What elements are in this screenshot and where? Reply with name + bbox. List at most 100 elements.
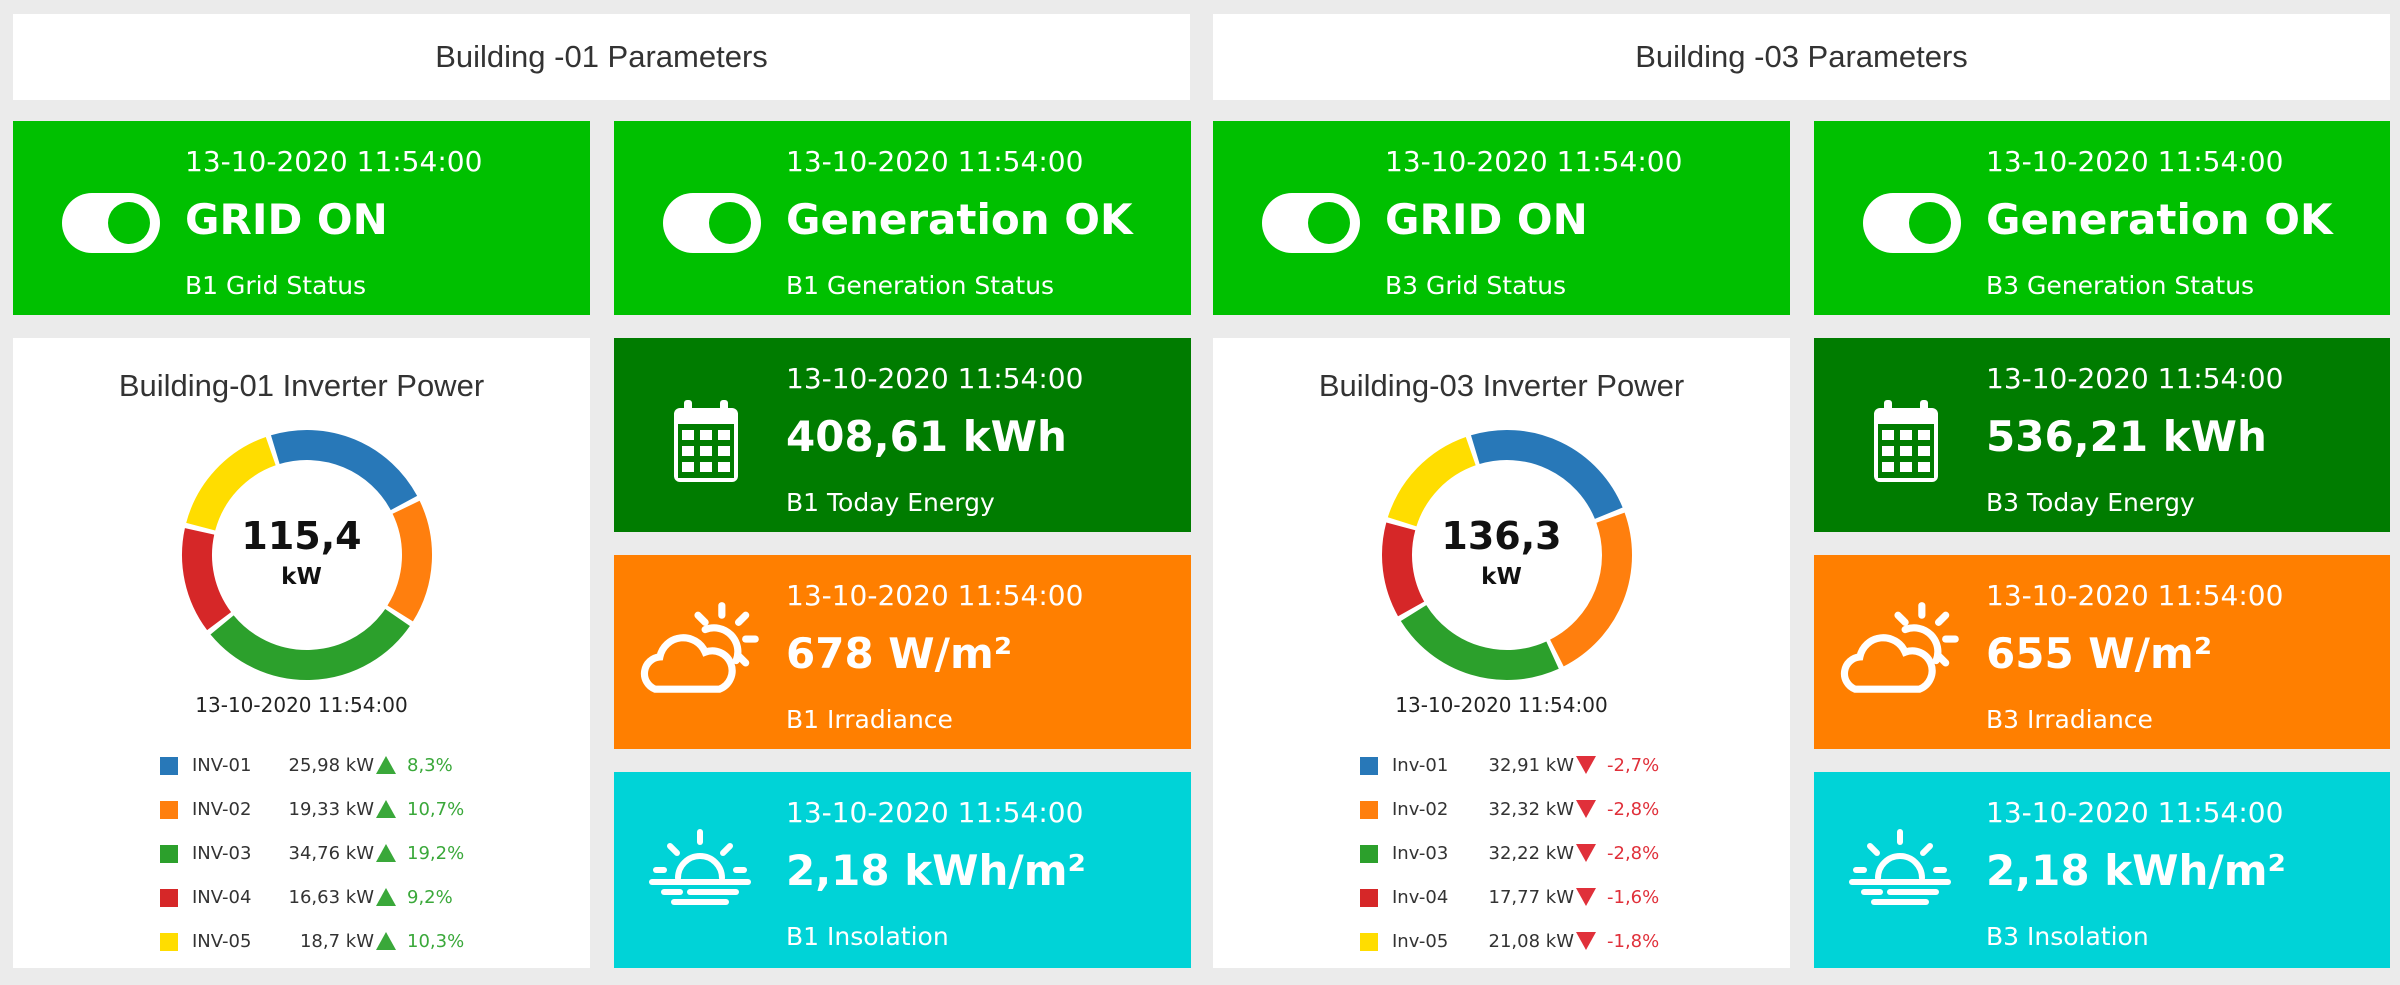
legend-swatch: [1360, 933, 1378, 951]
donut-total-value: 136,3: [1441, 514, 1562, 558]
donut-segment-inv-04[interactable]: [1382, 522, 1425, 617]
b1-inverter-power-panel[interactable]: Building-01 Inverter Power 115,4 kW 13-1…: [13, 338, 590, 968]
inverter-power: 25,98 kW: [288, 755, 374, 776]
donut-segment-inv-02[interactable]: [387, 500, 432, 622]
tile-label: B3 Grid Status: [1385, 271, 1567, 300]
b3-irradiance-tile[interactable]: 13-10-2020 11:54:00 655 W/m² B3 Irradian…: [1814, 555, 2390, 749]
panel-timestamp: 13-10-2020 11:54:00: [195, 693, 408, 717]
b3-today-energy-tile[interactable]: 13-10-2020 11:54:00 536,21 kWh B3 Today …: [1814, 338, 2390, 532]
b3-insolation-tile[interactable]: 13-10-2020 11:54:00 2,18 kWh/m² B3 Insol…: [1814, 772, 2390, 968]
inverter-name: Inv-01: [1392, 755, 1449, 776]
donut-total-value: 115,4: [241, 514, 362, 558]
legend-swatch: [160, 889, 178, 907]
donut-segment-inv-03[interactable]: [1400, 604, 1559, 680]
timestamp: 13-10-2020 11:54:00: [786, 362, 1084, 395]
b3-grid-status-tile[interactable]: 13-10-2020 11:54:00 GRID ON B3 Grid Stat…: [1213, 121, 1790, 315]
inverter-change: 9,2%: [407, 887, 453, 908]
legend-item[interactable]: INV-03 34,76 kW 19,2%: [146, 836, 506, 880]
sunrise-icon: [1849, 829, 1951, 905]
status-value: GRID ON: [1385, 195, 1588, 244]
inverter-change: -2,7%: [1607, 755, 1660, 776]
timestamp: 13-10-2020 11:54:00: [1986, 362, 2284, 395]
calendar-icon: [674, 400, 738, 482]
tile-label: B1 Irradiance: [786, 705, 953, 734]
status-value: GRID ON: [185, 195, 388, 244]
inverter-power: 21,08 kW: [1488, 931, 1574, 952]
toggle-on-icon: [1262, 193, 1360, 253]
tile-label: B3 Generation Status: [1986, 271, 2255, 300]
sun-cloud-icon: [640, 602, 759, 693]
toggle-on-icon: [1863, 193, 1961, 253]
inverter-donut-chart: [182, 430, 432, 680]
energy-value: 408,61 kWh: [786, 412, 1067, 461]
timestamp: 13-10-2020 11:54:00: [786, 579, 1084, 612]
b3-inverter-power-panel[interactable]: Building-03 Inverter Power 136,3 kW 13-1…: [1213, 338, 1790, 968]
b1-irradiance-tile[interactable]: 13-10-2020 11:54:00 678 W/m² B1 Irradian…: [614, 555, 1191, 749]
legend-swatch: [160, 757, 178, 775]
timestamp: 13-10-2020 11:54:00: [185, 145, 483, 178]
inverter-power: 18,7 kW: [299, 931, 374, 952]
legend-swatch: [1360, 801, 1378, 819]
timestamp: 13-10-2020 11:54:00: [786, 145, 1084, 178]
inverter-name: Inv-02: [1392, 799, 1449, 820]
inverter-legend: INV-01 25,98 kW 8,3% INV-02 19,33 kW 10,…: [146, 748, 506, 968]
donut-segment-inv-04[interactable]: [182, 528, 232, 631]
inverter-power: 16,63 kW: [288, 887, 374, 908]
donut-total-unit: kW: [1481, 564, 1522, 590]
arrow-up-icon: [376, 844, 396, 862]
toggle-on-icon: [62, 193, 160, 253]
timestamp: 13-10-2020 11:54:00: [1385, 145, 1683, 178]
b3-generation-status-tile[interactable]: 13-10-2020 11:54:00 Generation OK B3 Gen…: [1814, 121, 2390, 315]
b1-today-energy-tile[interactable]: 13-10-2020 11:54:00 408,61 kWh B1 Today …: [614, 338, 1191, 532]
inverter-change: -1,8%: [1607, 931, 1660, 952]
sun-cloud-icon: [1840, 602, 1959, 693]
timestamp: 13-10-2020 11:54:00: [1986, 579, 2284, 612]
donut-segment-inv-01[interactable]: [1470, 430, 1623, 520]
inverter-name: INV-03: [192, 843, 252, 864]
legend-item[interactable]: Inv-01 32,91 kW -2,7%: [1346, 748, 1706, 792]
timestamp: 13-10-2020 11:54:00: [1986, 796, 2284, 829]
b1-grid-status-tile[interactable]: 13-10-2020 11:54:00 GRID ON B1 Grid Stat…: [13, 121, 590, 315]
donut-segment-inv-03[interactable]: [210, 608, 410, 680]
arrow-down-icon: [1576, 932, 1596, 950]
arrow-down-icon: [1576, 756, 1596, 774]
arrow-down-icon: [1576, 800, 1596, 818]
building-01-header: Building -01 Parameters: [13, 14, 1190, 100]
inverter-change: 10,3%: [407, 931, 465, 952]
legend-item[interactable]: Inv-05 21,08 kW -1,8%: [1346, 924, 1706, 968]
donut-segment-inv-01[interactable]: [270, 430, 418, 511]
legend-swatch: [160, 801, 178, 819]
legend-item[interactable]: INV-02 19,33 kW 10,7%: [146, 792, 506, 836]
legend-item[interactable]: INV-04 16,63 kW 9,2%: [146, 880, 506, 924]
donut-segment-inv-05[interactable]: [186, 436, 277, 531]
inverter-name: INV-02: [192, 799, 252, 820]
inverter-change: -2,8%: [1607, 799, 1660, 820]
arrow-up-icon: [376, 800, 396, 818]
legend-item[interactable]: Inv-02 32,32 kW -2,8%: [1346, 792, 1706, 836]
legend-item[interactable]: Inv-04 17,77 kW -1,6%: [1346, 880, 1706, 924]
legend-swatch: [1360, 757, 1378, 775]
donut-segment-inv-02[interactable]: [1549, 512, 1632, 667]
b1-insolation-tile[interactable]: 13-10-2020 11:54:00 2,18 kWh/m² B1 Insol…: [614, 772, 1191, 968]
panel-title: Building-03 Inverter Power: [1318, 368, 1685, 403]
donut-segment-inv-05[interactable]: [1387, 436, 1477, 527]
inverter-name: Inv-04: [1392, 887, 1449, 908]
legend-item[interactable]: INV-05 18,7 kW 10,3%: [146, 924, 506, 968]
tile-label: B3 Insolation: [1986, 922, 2149, 951]
legend-item[interactable]: INV-01 25,98 kW 8,3%: [146, 748, 506, 792]
status-value: Generation OK: [1986, 195, 2333, 244]
inverter-change: 8,3%: [407, 755, 453, 776]
arrow-up-icon: [376, 932, 396, 950]
legend-item[interactable]: Inv-03 32,22 kW -2,8%: [1346, 836, 1706, 880]
inverter-change: -2,8%: [1607, 843, 1660, 864]
inverter-name: Inv-05: [1392, 931, 1449, 952]
irradiance-value: 655 W/m²: [1986, 629, 2213, 678]
legend-swatch: [160, 845, 178, 863]
b1-generation-status-tile[interactable]: 13-10-2020 11:54:00 Generation OK B1 Gen…: [614, 121, 1191, 315]
inverter-donut-chart: [1382, 430, 1632, 680]
inverter-change: 10,7%: [407, 799, 465, 820]
panel-title: Building-01 Inverter Power: [118, 368, 485, 403]
sunrise-icon: [649, 829, 751, 905]
inverter-power: 19,33 kW: [288, 799, 374, 820]
panel-timestamp: 13-10-2020 11:54:00: [1395, 693, 1608, 717]
